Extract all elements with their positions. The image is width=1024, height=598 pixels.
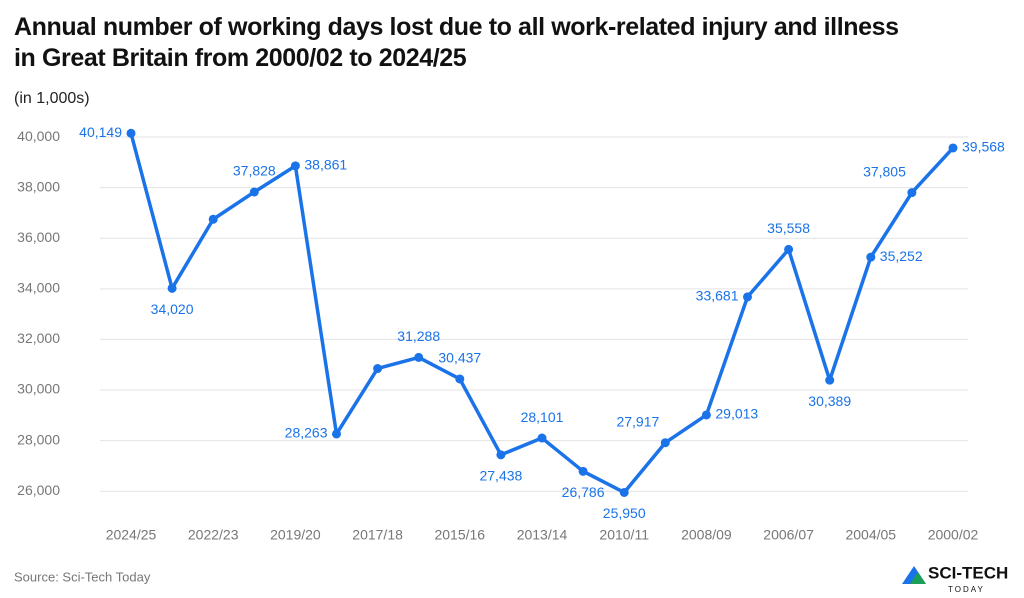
y-tick-label: 28,000 bbox=[17, 431, 60, 447]
x-tick-label: 2004/05 bbox=[845, 527, 896, 543]
point bbox=[825, 375, 835, 385]
x-tick-label: 2017/18 bbox=[352, 527, 403, 543]
data-label: 26,786 bbox=[562, 484, 605, 500]
y-tick-label: 32,000 bbox=[17, 330, 60, 346]
data-label: 30,437 bbox=[438, 350, 481, 366]
point bbox=[455, 374, 465, 384]
data-label: 38,861 bbox=[304, 157, 347, 173]
x-tick-label: 2000/02 bbox=[928, 527, 979, 543]
data-label: 31,288 bbox=[397, 328, 440, 344]
data-label: 33,681 bbox=[696, 288, 739, 304]
point bbox=[743, 292, 752, 302]
data-label: 27,917 bbox=[616, 413, 659, 429]
data-label: 34,020 bbox=[151, 301, 194, 317]
point bbox=[866, 252, 876, 262]
y-tick-label: 26,000 bbox=[17, 482, 60, 498]
point bbox=[784, 244, 794, 254]
title-line: Annual number of working days lost due t… bbox=[14, 13, 899, 41]
point bbox=[948, 143, 958, 153]
y-tick-label: 34,000 bbox=[17, 280, 60, 296]
data-label: 30,389 bbox=[808, 393, 851, 409]
data-label: 40,149 bbox=[79, 124, 122, 140]
title-line: in Great Britain from 2000/02 to 2024/25 bbox=[14, 44, 467, 72]
point bbox=[414, 352, 424, 362]
point bbox=[373, 364, 383, 374]
logo-tagline: TODAY bbox=[948, 585, 985, 594]
x-tick-label: 2015/16 bbox=[434, 527, 485, 543]
x-tick-label: 2019/20 bbox=[270, 527, 321, 543]
data-label: 37,828 bbox=[233, 163, 276, 179]
x-tick-label: 2024/25 bbox=[106, 527, 157, 543]
data-label: 28,101 bbox=[521, 409, 564, 425]
data-label: 29,013 bbox=[715, 406, 758, 422]
data-label: 37,805 bbox=[863, 163, 906, 179]
point bbox=[701, 410, 711, 420]
subtitle: (in 1,000s) bbox=[14, 90, 90, 107]
y-tick-label: 38,000 bbox=[17, 178, 60, 194]
x-tick-label: 2013/14 bbox=[517, 527, 568, 543]
data-label: 28,263 bbox=[285, 425, 328, 441]
point bbox=[249, 187, 259, 197]
point bbox=[578, 466, 588, 476]
logo-name: SCI-TECH bbox=[928, 563, 1008, 582]
point bbox=[290, 161, 300, 171]
point bbox=[208, 214, 218, 224]
data-label: 25,950 bbox=[603, 505, 646, 521]
point bbox=[126, 128, 136, 138]
point bbox=[496, 450, 506, 460]
x-tick-label: 2008/09 bbox=[681, 527, 732, 543]
point bbox=[660, 438, 670, 448]
data-label: 35,252 bbox=[880, 248, 923, 264]
point bbox=[332, 429, 341, 439]
x-tick-label: 2010/11 bbox=[599, 527, 649, 543]
data-label: 39,568 bbox=[962, 139, 1005, 155]
y-tick-label: 30,000 bbox=[17, 381, 60, 397]
point bbox=[907, 188, 917, 198]
chart-title: Annual number of working days lost due t… bbox=[14, 12, 899, 74]
y-tick-label: 40,000 bbox=[17, 128, 60, 144]
x-tick-label: 2006/07 bbox=[763, 527, 814, 543]
point bbox=[167, 283, 177, 293]
point bbox=[619, 487, 629, 497]
point bbox=[537, 433, 547, 443]
data-label: 35,558 bbox=[767, 220, 810, 236]
source: Source: Sci-Tech Today bbox=[14, 569, 151, 584]
x-tick-label: 2022/23 bbox=[188, 527, 239, 543]
y-tick-label: 36,000 bbox=[17, 229, 60, 245]
logo-icon bbox=[910, 572, 926, 584]
data-label: 27,438 bbox=[479, 468, 522, 484]
